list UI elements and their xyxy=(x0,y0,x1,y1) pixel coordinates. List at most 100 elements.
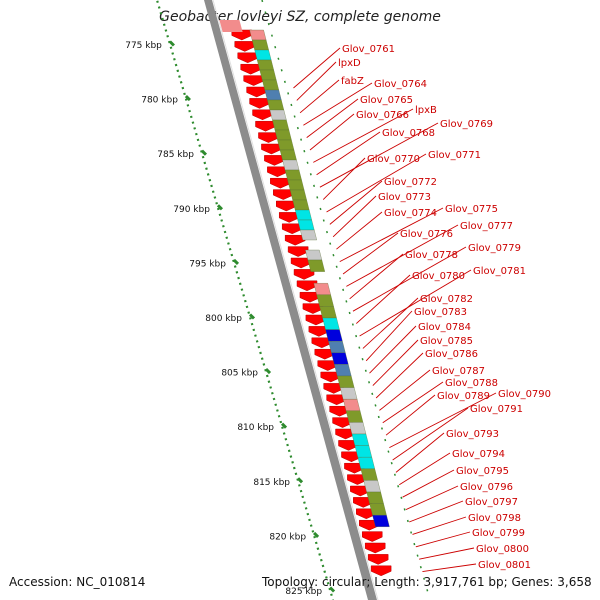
gene-label: Glov_0765 xyxy=(360,95,413,106)
gene-leader-line xyxy=(306,98,359,138)
gene-leader-line xyxy=(336,211,383,250)
gene-label: Glov_0773 xyxy=(378,192,431,203)
forward-gene-arrow xyxy=(361,531,383,542)
gene-label: Glov_0789 xyxy=(437,391,490,402)
gene-leader-line xyxy=(313,108,414,163)
gene-label: lpxB xyxy=(415,105,437,116)
forward-gene-arrow xyxy=(267,166,288,178)
forward-gene-arrow xyxy=(364,542,386,554)
backbone-edge xyxy=(212,0,379,600)
gene-leader-line xyxy=(389,392,497,449)
forward-gene-arrow xyxy=(237,52,258,64)
kbp-tick-label: 825 kbp xyxy=(285,587,322,597)
gene-leader-line xyxy=(375,352,424,399)
kbp-tick-mark xyxy=(248,313,256,320)
cog-category-block xyxy=(360,468,378,481)
kbp-tick-mark xyxy=(184,95,191,102)
gene-leader-line xyxy=(405,485,459,511)
gene-label: Glov_0771 xyxy=(428,150,481,161)
cog-category-block xyxy=(307,259,325,272)
gene-label: Glov_0787 xyxy=(432,366,485,377)
kbp-tick-label: 810 kbp xyxy=(237,423,274,433)
gene-leader-line xyxy=(419,547,475,560)
gene-label: Glov_0800 xyxy=(476,544,529,555)
gene-leader-line xyxy=(415,531,471,548)
gene-leader-line xyxy=(395,432,445,473)
forward-gene-arrow xyxy=(246,86,267,98)
kbp-tick-label: 800 kbp xyxy=(205,314,242,324)
cog-category-block xyxy=(369,503,387,516)
gene-leader-line xyxy=(293,47,341,89)
cog-category-block xyxy=(297,219,315,231)
genome-summary-text: Topology: circular; Length: 3,917,761 bp… xyxy=(262,575,592,589)
cog-category-block xyxy=(357,457,375,469)
gene-label: Glov_0782 xyxy=(420,294,473,305)
cog-category-block xyxy=(254,49,272,61)
cog-category-block xyxy=(363,480,381,493)
gene-leader-line xyxy=(352,246,467,312)
gene-leader-line xyxy=(382,381,444,424)
gene-leader-line xyxy=(422,563,477,573)
gene-label: Glov_0769 xyxy=(440,119,493,130)
cog-category-block xyxy=(259,69,277,81)
cog-category-block xyxy=(287,179,305,191)
cog-category-block xyxy=(249,29,267,41)
gene-leader-line xyxy=(309,113,355,151)
cog-category-block xyxy=(257,59,274,71)
sequence-backbone xyxy=(204,0,377,600)
kbp-tick-label: 795 kbp xyxy=(189,259,226,269)
forward-gene-arrow xyxy=(240,63,261,75)
gene-leader-line xyxy=(369,325,417,374)
gene-leader-line xyxy=(339,207,444,262)
cog-category-block xyxy=(334,364,352,377)
kbp-tick-label: 820 kbp xyxy=(269,532,306,542)
gene-label: Glov_0790 xyxy=(498,389,551,400)
gene-label: Glov_0774 xyxy=(384,208,437,219)
gene-leader-line xyxy=(399,452,451,486)
cog-category-block xyxy=(316,294,334,307)
gene-leader-line xyxy=(362,297,419,349)
cog-category-block xyxy=(272,119,290,131)
cog-category-block xyxy=(267,99,285,111)
cog-category-block xyxy=(289,189,307,201)
gene-label: fabZ xyxy=(341,76,364,87)
gene-label: Glov_0801 xyxy=(478,560,531,571)
gene-label: Glov_0781 xyxy=(473,266,526,277)
gene-leader-line xyxy=(412,516,467,535)
cog-category-block xyxy=(295,209,312,221)
forward-gene-arrow xyxy=(270,177,291,189)
gene-leader-line xyxy=(365,310,413,362)
gene-label: Glov_0775 xyxy=(445,204,498,215)
cog-category-block xyxy=(292,199,310,211)
gene-leader-line xyxy=(329,180,383,225)
cog-category-block xyxy=(345,410,364,423)
kbp-tick-label: 790 kbp xyxy=(173,205,210,215)
forward-gene-arrow xyxy=(367,554,389,565)
cog-category-block xyxy=(269,109,287,121)
gene-leader-line xyxy=(303,82,373,126)
gene-label: Glov_0798 xyxy=(468,513,521,524)
gene-label: Glov_0786 xyxy=(425,349,478,360)
kbp-tick-label: 780 kbp xyxy=(141,96,178,106)
gene-leader-line xyxy=(319,122,439,188)
gene-label: lpxD xyxy=(338,58,361,69)
cog-category-block xyxy=(322,317,340,330)
cog-category-block xyxy=(325,329,343,342)
gene-label: Glov_0784 xyxy=(418,322,471,333)
kbp-tick-mark xyxy=(200,149,207,156)
forward-gene-arrow xyxy=(231,29,253,41)
cog-category-block xyxy=(284,169,302,181)
gene-label: Glov_0780 xyxy=(412,271,465,282)
kbp-tick-label: 775 kbp xyxy=(125,41,162,51)
gene-label: Glov_0797 xyxy=(465,497,518,508)
forward-gene-arrow xyxy=(296,280,318,292)
kbp-tick-mark xyxy=(232,258,240,265)
gene-label: Glov_0770 xyxy=(367,154,420,165)
gene-leader-line xyxy=(359,269,472,337)
cog-category-block xyxy=(282,159,300,171)
gene-leader-line xyxy=(299,79,340,114)
forward-gene-arrow xyxy=(252,109,273,121)
forward-gene-arrow xyxy=(258,132,279,143)
cog-category-block xyxy=(300,229,317,241)
